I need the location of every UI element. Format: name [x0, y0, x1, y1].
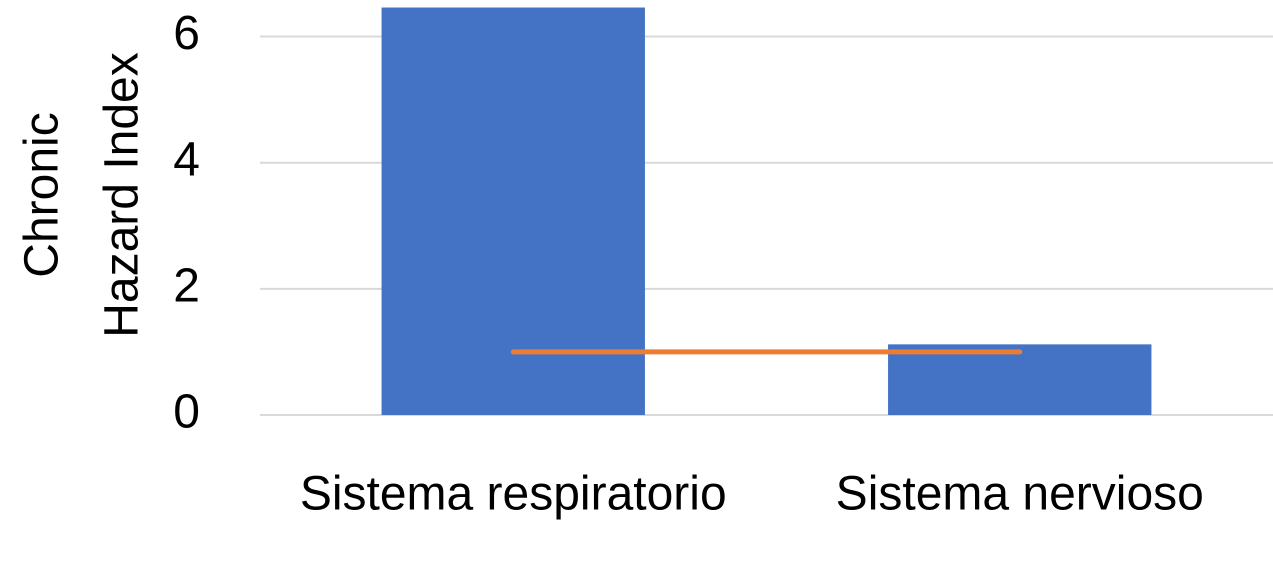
y-tick-label: 0 — [173, 386, 200, 439]
y-axis-label: Hazard Index — [96, 52, 149, 338]
y-axis-label: Chronic — [16, 112, 69, 277]
y-tick-label: 2 — [173, 260, 200, 313]
bar — [381, 7, 645, 416]
bar — [888, 344, 1152, 415]
y-tick-label: 4 — [173, 133, 200, 186]
y-tick-label: 6 — [173, 7, 200, 60]
x-tick-label: Sistema respiratorio — [300, 468, 727, 521]
x-tick-label: Sistema nervioso — [836, 468, 1204, 521]
